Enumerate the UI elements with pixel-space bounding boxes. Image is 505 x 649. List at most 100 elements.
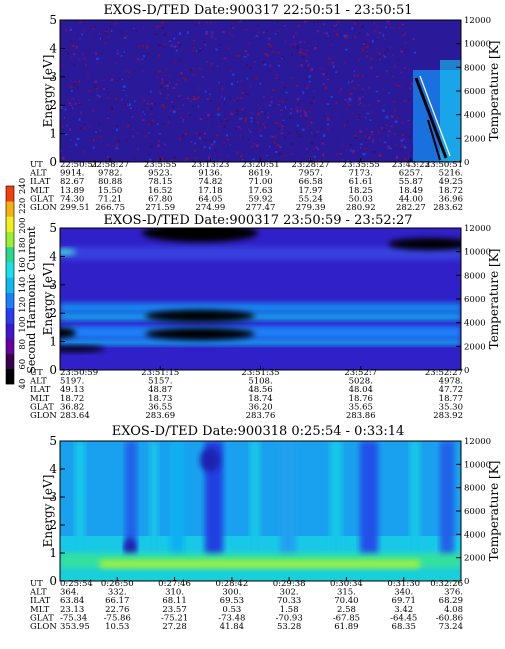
panel-1-noise-pixel bbox=[293, 42, 296, 46]
panel-1-noise-pixel bbox=[138, 58, 140, 62]
panel-1-noise-pixel bbox=[252, 112, 254, 114]
panel-1-noise-pixel bbox=[335, 71, 337, 73]
panel-1-noise-pixel bbox=[409, 87, 411, 90]
panel-1-noise-pixel bbox=[163, 157, 165, 160]
panel-1-noise-pixel bbox=[238, 21, 241, 23]
panel-1-noise-pixel bbox=[149, 158, 152, 161]
panel-1-noise-pixel bbox=[235, 113, 239, 116]
panel-1-axes: 0 1 2 3 4 5 0 2000 4000 6000 8000 10000 12000 bbox=[49, 13, 491, 169]
panel-1-noise-pixel bbox=[107, 96, 110, 100]
panel-1-event-streak bbox=[414, 77, 448, 159]
table-cell: 300. bbox=[222, 588, 241, 598]
panel-1-noise-pixel bbox=[111, 29, 113, 32]
panel-1-noise-pixel bbox=[380, 154, 382, 157]
panel-1-noise-pixel bbox=[170, 159, 174, 162]
panel-3-y2tick-label: 0 bbox=[464, 577, 469, 587]
panel-3-y2label: Temperature [K] bbox=[487, 461, 501, 562]
panel-1-noise-pixel bbox=[307, 139, 310, 141]
panel-1-noise-pixel bbox=[400, 148, 404, 151]
panel-1-noise-pixel bbox=[218, 43, 221, 46]
panel-1-noise-pixel bbox=[64, 108, 67, 111]
panel-1-noise-pixel bbox=[70, 40, 73, 42]
panel-3-ytick-label: 0 bbox=[49, 574, 57, 588]
panel-1-noise-pixel bbox=[164, 32, 166, 35]
table-cell: -67.85 bbox=[333, 613, 360, 623]
table-cell: -75.34 bbox=[60, 613, 87, 623]
panel-1-noise-pixel bbox=[259, 134, 263, 137]
panel-1-noise-pixel bbox=[267, 54, 269, 57]
table-cell: 18.72 bbox=[60, 394, 84, 404]
panel-1-noise-pixel bbox=[189, 68, 192, 72]
panel-1-noise-pixel bbox=[222, 57, 224, 60]
table-cell: 3.42 bbox=[394, 605, 413, 615]
panel-1-noise-pixel bbox=[158, 150, 161, 151]
colorbar-label: Second Harmonic Current bbox=[25, 226, 38, 374]
panel-1-noise-pixel bbox=[275, 121, 278, 124]
panel-1-noise-pixel bbox=[299, 109, 302, 113]
table-cell: 5197. bbox=[60, 377, 84, 387]
table-cell: 17.97 bbox=[298, 186, 322, 196]
panel-1-noise-pixel bbox=[245, 93, 248, 95]
table-cell: 364. bbox=[60, 588, 79, 598]
panel-1-noise-pixel bbox=[372, 151, 376, 153]
panel-1-noise-pixel bbox=[404, 41, 407, 45]
panel-1-noise-pixel bbox=[137, 148, 139, 150]
table-cell: 17.18 bbox=[198, 186, 222, 196]
panel-1-noise-pixel bbox=[123, 135, 126, 138]
panel-1-noise-pixel bbox=[377, 130, 380, 133]
panel-1-noise-pixel bbox=[331, 61, 335, 65]
panel-1-noise-pixel bbox=[125, 35, 128, 37]
panel-1-noise-pixel bbox=[385, 115, 389, 119]
panel-1-noise-pixel bbox=[281, 124, 285, 127]
panel-1-noise-pixel bbox=[95, 87, 99, 90]
table-cell: 23:50:59 bbox=[60, 368, 98, 378]
panel-1-noise-pixel bbox=[313, 100, 316, 104]
table-cell: 47.72 bbox=[439, 385, 463, 395]
table-cell: 9136. bbox=[198, 169, 222, 179]
panel-1-noise-pixel bbox=[413, 51, 416, 54]
panel-1-noise-pixel bbox=[158, 25, 162, 27]
panel-1-noise-pixel bbox=[375, 47, 378, 49]
panel-3-axes: 0 1 2 3 4 5 0 2000 4000 6000 8000 10000 12000 bbox=[49, 434, 491, 588]
panel-1-noise-pixel bbox=[124, 70, 127, 73]
panel-1-noise-pixel bbox=[277, 122, 280, 125]
panel-1-noise-pixel bbox=[282, 123, 285, 126]
panel-1-noise-pixel bbox=[285, 97, 288, 100]
table-cell: 48.56 bbox=[248, 385, 272, 395]
panel-1-noise-pixel bbox=[400, 49, 403, 53]
table-row-label: MLT bbox=[30, 186, 50, 196]
panel-1-noise-pixel bbox=[115, 97, 117, 100]
panel-1-noise-pixel bbox=[116, 159, 119, 161]
table-cell: 53.28 bbox=[277, 622, 301, 632]
panel-1-noise-pixel bbox=[398, 27, 401, 29]
panel-1-noise-pixel bbox=[375, 26, 378, 29]
panel-1-noise-pixel bbox=[407, 119, 410, 122]
panel-1-noise-pixel bbox=[206, 98, 210, 101]
panel-1-noise-pixel bbox=[221, 87, 224, 91]
panel-1-noise-pixel bbox=[318, 47, 320, 49]
panel-1-noise-pixel bbox=[379, 58, 381, 61]
panel-1-noise-pixel bbox=[188, 63, 190, 65]
panel-1-noise-pixel bbox=[169, 109, 172, 112]
panel-3-ytick-label: 2 bbox=[49, 518, 57, 532]
panel-1-noise-pixel bbox=[318, 144, 320, 147]
panel-1-noise-pixel bbox=[370, 133, 374, 136]
panel-1-noise-pixel bbox=[184, 77, 187, 81]
panel-1-noise-pixel bbox=[74, 81, 77, 83]
panel-1-noise-pixel bbox=[211, 31, 214, 35]
panel-1-noise-pixel bbox=[382, 33, 385, 37]
panel-1-noise-pixel bbox=[286, 150, 288, 154]
table-cell: 274.99 bbox=[196, 203, 226, 213]
panel-1-noise-pixel bbox=[322, 23, 325, 26]
panel-1-noise-pixel bbox=[112, 75, 114, 78]
panel-1-noise-pixel bbox=[402, 34, 405, 37]
panel-3-ylabel: Energy [eV] bbox=[41, 475, 55, 548]
panel-1-noise-pixel bbox=[157, 116, 160, 117]
table-cell: 0.53 bbox=[222, 605, 241, 615]
panel-3-y2tick-label: 2000 bbox=[464, 554, 486, 564]
table-cell: 68.35 bbox=[392, 622, 416, 632]
panel-1-noise-pixel bbox=[257, 129, 261, 132]
panel-1-noise-pixel bbox=[313, 90, 315, 92]
panel-1-noise-pixel bbox=[285, 91, 288, 94]
panel-1-noise-pixel bbox=[251, 146, 253, 148]
